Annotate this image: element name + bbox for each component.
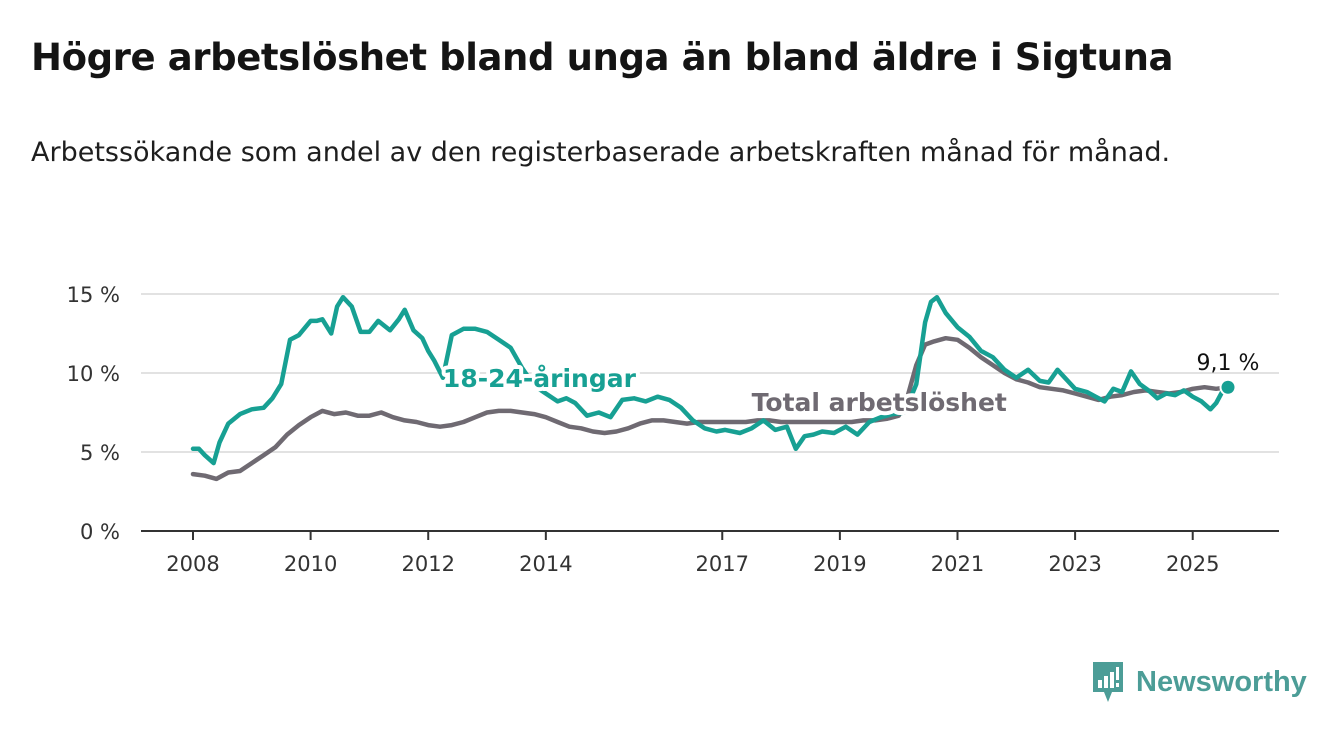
- series-label: Total arbetslöshet: [752, 388, 1007, 417]
- brand-name: Newsworthy: [1136, 665, 1307, 698]
- y-tick-label: 15 %: [67, 283, 120, 307]
- x-tick-label: 2010: [284, 552, 337, 576]
- x-tick-label: 2019: [813, 552, 866, 576]
- x-tick-label: 2025: [1166, 552, 1219, 576]
- y-tick-label: 10 %: [67, 362, 120, 386]
- gridlines: [141, 293, 1279, 453]
- newsworthy-logo-icon: [1093, 662, 1123, 702]
- series-label-halo: 18-24-åringar: [443, 364, 637, 393]
- series-line-total: [190, 335, 1231, 482]
- x-tick-label: 2017: [696, 552, 749, 576]
- x-tick-label: 2014: [519, 552, 572, 576]
- brand-logo: Newsworthy: [1090, 660, 1307, 704]
- end-value-label: 9,1 %: [1197, 351, 1260, 376]
- x-axis-ticks: 2008 2010 2012 2014 2017 2019 2021 2023 2025: [166, 531, 1219, 576]
- page-subtitle: Arbetssökande som andel av den registerb…: [31, 137, 1171, 168]
- series-lines: [190, 294, 1231, 482]
- page-title: Högre arbetslöshet bland unga än bland ä…: [31, 36, 1174, 79]
- series-label: 18-24-åringar: [443, 364, 637, 393]
- y-tick-label: 0 %: [80, 520, 120, 544]
- end-point-marker: [1219, 378, 1237, 396]
- x-tick-label: 2012: [402, 552, 455, 576]
- x-tick-label: 2023: [1048, 552, 1101, 576]
- end-marker: 9,1 %: [1197, 351, 1260, 396]
- y-tick-label: 5 %: [80, 441, 120, 465]
- series-label-halo: Total arbetslöshet: [752, 388, 1007, 417]
- x-tick-label: 2021: [931, 552, 984, 576]
- series-line-youth: [190, 294, 1231, 466]
- y-axis-tick-labels: 0 % 5 % 10 % 15 %: [67, 283, 120, 544]
- x-tick-label: 2008: [166, 552, 219, 576]
